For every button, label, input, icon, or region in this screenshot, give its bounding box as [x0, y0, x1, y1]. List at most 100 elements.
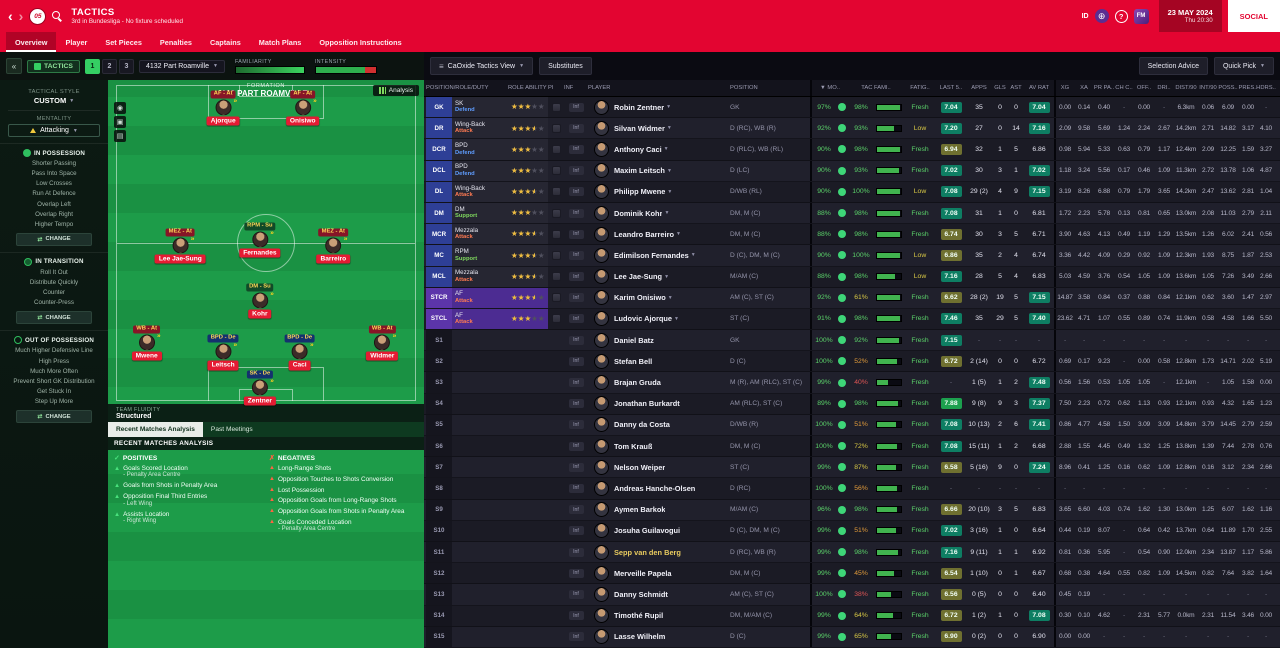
change-button[interactable]: ⇄ CHANGE: [16, 232, 92, 246]
player-name[interactable]: Merveille Papela: [614, 568, 672, 578]
column-header-position[interactable]: POSITION: [730, 85, 758, 91]
column-header-player[interactable]: PLAYER: [588, 85, 611, 91]
player-name[interactable]: Aymen Barkok: [614, 505, 666, 515]
player-name[interactable]: Karim Onisiwo: [614, 293, 666, 303]
player-select-chevron[interactable]: ▼: [690, 252, 696, 259]
squad-row-danny-schmidt[interactable]: S13 Inf Danny Schmidt AM (C), ST (C) 100% 38%…: [424, 584, 1280, 606]
info-badge[interactable]: Inf: [568, 378, 584, 388]
pitch-player-barreiro[interactable]: MEZ - At» Barreiro: [316, 228, 351, 264]
pitch-player-caci[interactable]: BPD - De» Caci: [284, 334, 316, 370]
player-instructions-icon[interactable]: [551, 314, 561, 324]
tab-set-pieces[interactable]: Set Pieces: [105, 37, 142, 47]
info-badge[interactable]: Inf: [568, 208, 584, 218]
player-name[interactable]: Stefan Bell: [614, 356, 653, 366]
info-badge[interactable]: Inf: [568, 611, 584, 621]
back-button[interactable]: ‹: [8, 8, 13, 24]
squad-row-aymen-barkok[interactable]: S9 Inf Aymen Barkok M/AM (C) 96% 98% Fresh 6.66…: [424, 499, 1280, 521]
club-logo[interactable]: 05: [29, 7, 47, 25]
player-name[interactable]: Philipp Mwene: [614, 187, 666, 197]
player-name[interactable]: Timothé Rupil: [614, 611, 664, 621]
camera-icon-button[interactable]: ▣: [114, 116, 126, 128]
squad-row-timoth-rupil[interactable]: S14 Inf Timothé Rupil DM, M/AM (C) 99% 64% Fre…: [424, 605, 1280, 627]
overview-icon-button[interactable]: ◉: [114, 102, 126, 114]
change-button[interactable]: ⇄ CHANGE: [16, 410, 92, 424]
player-name[interactable]: Danny da Costa: [614, 420, 670, 430]
info-badge[interactable]: Inf: [568, 272, 584, 282]
date-display[interactable]: 23 MAY 2024 Thu 20:30: [1158, 0, 1222, 32]
squad-row-andreas-hanche-olsen[interactable]: S8 Inf Andreas Hanche-Olsen D (RC) 100% 56% Fr…: [424, 478, 1280, 500]
column-header-pres[interactable]: PRES..: [1238, 85, 1258, 91]
squad-row-jonathan-burkardt[interactable]: S4 Inf Jonathan Burkardt AM (RLC), ST (C) 89…: [424, 393, 1280, 415]
info-badge[interactable]: Inf: [568, 123, 584, 133]
role-duty-cell[interactable]: SK Defend: [452, 97, 508, 118]
column-header-off[interactable]: OFF..: [1136, 85, 1152, 91]
view-selector[interactable]: ≡ CaOxide Tactics View ▼: [430, 57, 534, 75]
player-name[interactable]: Anthony Caci: [614, 144, 662, 154]
analysis-tab-past-meetings[interactable]: Past Meetings: [210, 426, 253, 433]
info-badge[interactable]: Inf: [568, 356, 584, 366]
tab-match-plans[interactable]: Match Plans: [258, 37, 302, 47]
player-name[interactable]: Edimilson Fernandes: [614, 250, 689, 260]
role-duty-cell[interactable]: DM Support: [452, 202, 508, 224]
player-instructions-icon[interactable]: [551, 123, 561, 133]
column-header-int-90[interactable]: INT/90: [1199, 85, 1217, 91]
column-header-mo[interactable]: ▼ MO..: [810, 80, 848, 96]
tab-player[interactable]: Player: [65, 37, 88, 47]
player-name[interactable]: Andreas Hanche-Olsen: [614, 483, 696, 493]
info-badge[interactable]: Inf: [568, 632, 584, 642]
info-badge[interactable]: Inf: [568, 526, 584, 536]
player-instructions-icon[interactable]: [551, 102, 561, 112]
info-badge[interactable]: Inf: [568, 483, 584, 493]
info-badge[interactable]: Inf: [568, 293, 584, 303]
tab-opposition-instructions[interactable]: Opposition Instructions: [319, 37, 402, 47]
role-duty-cell[interactable]: AF Attack: [452, 308, 508, 330]
player-name[interactable]: Robin Zentner: [614, 102, 665, 112]
squad-row-tom-krau[interactable]: S6 Inf Tom Krauß DM, M (C) 100% 72% Fresh 7.08 1…: [424, 436, 1280, 458]
player-select-chevron[interactable]: ▼: [674, 315, 679, 322]
player-select-chevron[interactable]: ▼: [667, 294, 673, 301]
squad-row-sepp-van-den-berg[interactable]: S11 Inf Sepp van den Berg D (RC), WB (R) 99%…: [424, 541, 1280, 564]
role-duty-cell[interactable]: RPM Support: [452, 245, 508, 266]
collapse-sidebar-button[interactable]: «: [6, 58, 22, 74]
player-name[interactable]: Maxim Leitsch: [614, 166, 665, 176]
help-icon[interactable]: ?: [1114, 9, 1128, 23]
info-badge[interactable]: Inf: [568, 335, 584, 345]
tactical-style-dropdown[interactable]: CUSTOM ▼: [0, 96, 108, 105]
pitch-player-widmer[interactable]: WB - At» Widmer: [366, 325, 399, 361]
column-header-apps[interactable]: APPS: [971, 85, 987, 91]
column-header-xg[interactable]: XG: [1054, 80, 1074, 96]
info-badge[interactable]: Inf: [568, 166, 584, 176]
player-select-chevron[interactable]: ▼: [663, 146, 669, 153]
player-select-chevron[interactable]: ▼: [666, 104, 672, 111]
player-name[interactable]: Brajan Gruda: [614, 378, 661, 388]
tactic-slot-3[interactable]: 3: [118, 58, 134, 74]
tab-overview[interactable]: Overview: [6, 32, 57, 52]
pitch-player-kohr[interactable]: DM - Su» Kohr: [246, 283, 274, 319]
info-badge[interactable]: Inf: [568, 144, 584, 154]
squad-row-brajan-gruda[interactable]: S3 Inf Brajan Gruda M (R), AM (RLC), ST (C)…: [424, 372, 1280, 394]
info-badge[interactable]: Inf: [568, 505, 584, 515]
info-badge[interactable]: Inf: [568, 187, 584, 197]
role-duty-cell[interactable]: Mezzala Attack: [452, 224, 508, 245]
column-header-av-rat[interactable]: AV RAT: [1028, 85, 1050, 91]
info-badge[interactable]: Inf: [568, 420, 584, 430]
pitch-player-zentner[interactable]: SK - De» Zentner: [243, 370, 276, 406]
pitch-player-ajorque[interactable]: AF - At» Ajorque: [206, 90, 240, 126]
player-instructions-icon[interactable]: [551, 293, 561, 303]
player-instructions-icon[interactable]: [551, 229, 561, 239]
tactics-chip[interactable]: TACTICS: [27, 59, 80, 73]
player-instructions-icon[interactable]: [551, 166, 561, 176]
column-header-xa[interactable]: XA: [1080, 85, 1088, 91]
player-name[interactable]: Lasse Wilhelm: [614, 632, 666, 642]
search-icon[interactable]: [52, 10, 63, 22]
player-instructions-icon[interactable]: [551, 187, 561, 197]
list-icon-button[interactable]: ▤: [114, 130, 126, 142]
change-button[interactable]: ⇄ CHANGE: [16, 311, 92, 325]
player-select-chevron[interactable]: ▼: [664, 210, 670, 217]
player-name[interactable]: Lee Jae-Sung: [614, 272, 663, 282]
info-badge[interactable]: Inf: [568, 102, 584, 112]
